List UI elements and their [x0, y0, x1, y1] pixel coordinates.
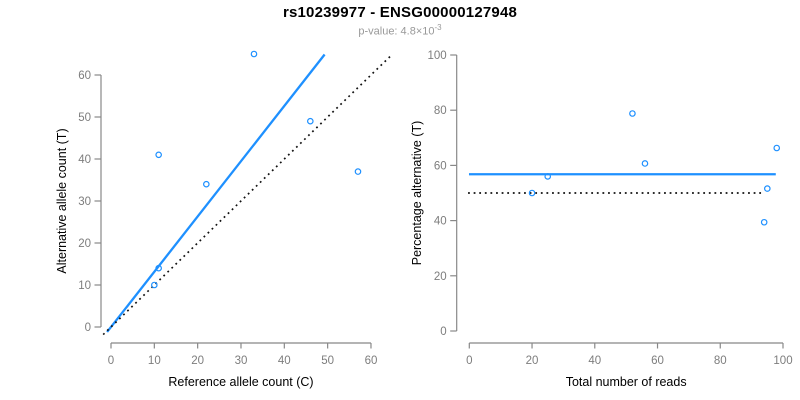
data-point — [307, 117, 314, 125]
y-tick-label: 100 — [428, 50, 447, 62]
y-axis-title: Percentage alternative (T) — [410, 121, 424, 266]
data-point — [354, 168, 362, 175]
data-point — [544, 173, 552, 180]
x-tick-label: 40 — [588, 355, 601, 367]
y-tick-label: 10 — [78, 280, 91, 292]
data-point — [528, 189, 536, 197]
data-point — [641, 160, 649, 167]
x-tick-label: 50 — [321, 355, 334, 367]
y-tick-label: 60 — [78, 70, 91, 82]
data-point — [764, 185, 771, 192]
y-tick-label: 60 — [434, 160, 447, 172]
y-tick-label: 50 — [78, 112, 91, 124]
panel-allele-counts: 0 10 20 30 40 50 60 0 10 20 30 40 50 60 Reference alle… — [55, 50, 391, 389]
data-point — [151, 281, 158, 289]
y-tick-label: 30 — [78, 196, 91, 208]
data-point — [773, 144, 781, 152]
x-tick-label: 0 — [466, 355, 472, 367]
x-tick-label: 20 — [191, 355, 204, 367]
x-tick-label: 0 — [108, 355, 114, 367]
x-tick-label: 60 — [651, 355, 664, 367]
data-point — [155, 264, 162, 272]
panel-percentage-vs-coverage: 0 20 40 60 80 100 0 20 40 60 80 100 Total number of … — [410, 50, 793, 389]
x-axis-title: Total number of reads — [566, 375, 687, 389]
x-tick-label: 80 — [714, 355, 727, 367]
y-tick-label: 40 — [434, 216, 447, 228]
data-point — [629, 110, 636, 117]
data-point — [760, 218, 768, 226]
data-point — [203, 180, 210, 188]
y-tick-label: 40 — [78, 154, 91, 166]
x-tick-label: 10 — [148, 355, 161, 367]
y-tick-label: 20 — [434, 271, 447, 283]
y-tick-label: 0 — [440, 326, 446, 338]
x-tick-label: 40 — [278, 355, 291, 367]
x-tick-label: 100 — [773, 355, 792, 367]
x-tick-label: 20 — [526, 355, 539, 367]
y-tick-label: 80 — [434, 105, 447, 117]
y-axis-title: Alternative allele count (T) — [55, 128, 69, 273]
x-tick-label: 30 — [235, 355, 248, 367]
x-tick-label: 60 — [365, 355, 378, 367]
x-axis-title: Reference allele count (C) — [168, 375, 313, 389]
identity-line — [102, 55, 391, 336]
fit-line — [106, 53, 326, 333]
data-point — [155, 151, 162, 159]
y-tick-label: 0 — [85, 322, 91, 334]
data-point — [250, 50, 258, 58]
y-tick-label: 20 — [78, 238, 91, 250]
